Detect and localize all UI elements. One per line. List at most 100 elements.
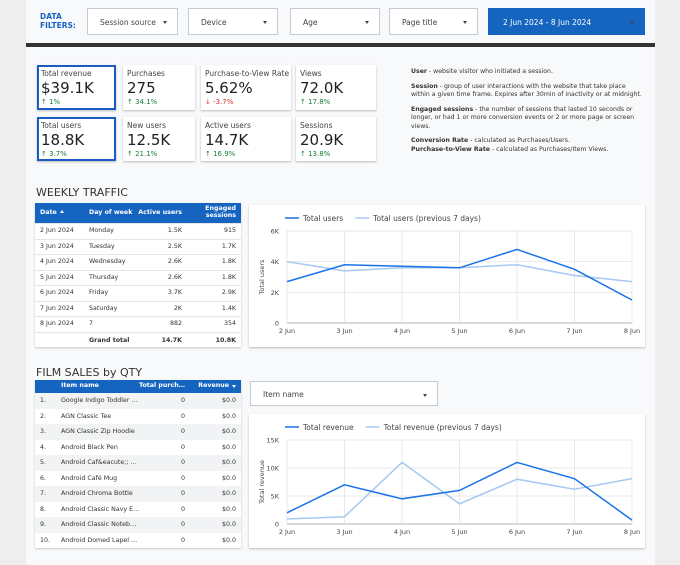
table-row: 5. Android Caf&eacute;; … 0 $0.0 [35,455,241,471]
kpi-card[interactable]: Purchases 275 ↑ 34.1% [123,65,195,110]
column-header[interactable]: Day of week [89,209,133,216]
table-cell: Thursday [89,273,119,281]
filter-dropdown[interactable]: Session source [87,8,178,35]
x-tick-label: 8 Jun [624,528,640,536]
y-tick-label: 0 [275,320,279,328]
table-cell: 2.9K [221,289,236,296]
table-row: 7. Android Chroma Bottle 0 $0.0 [35,486,241,502]
table-cell: 8 Jun 2024 [40,320,74,327]
kpi-value: 14.7K [205,131,249,149]
y-tick-label: 2K [271,289,280,297]
kpi-card[interactable]: Views 72.0K ↑ 17.8% [296,65,376,110]
table-cell: $0.0 [221,443,236,451]
kpi-card[interactable]: Total users 18.8K ↑ 3.7% [37,117,116,161]
kpi-value: 72.0K [300,79,344,97]
divider [26,43,655,47]
kpi-delta: ↓ -3.7% [205,98,234,106]
column-header[interactable]: Engaged sessions [205,205,236,219]
table-cell: AGN Classic Tee [61,412,112,420]
term: Purchase-to-View Rate [411,145,490,153]
kpi-value: 12.5K [127,131,171,149]
table-cell: Saturday [89,304,118,312]
chart-card: Total revenue Total revenue (previous 7 d… [249,414,645,548]
table-cell: 3 Jun 2024 [40,242,74,250]
table-cell: 1.4K [221,304,236,312]
table-row: 3. AGN Classic Zip Hoodie 0 $0.0 [35,424,241,440]
kpi-card[interactable]: New users 12.5K ↑ 21.1% [123,117,195,161]
y-axis-label: Total users [258,259,266,295]
total-cell: 14.7K [161,336,182,344]
kpi-value: 275 [127,79,156,97]
kpi-card[interactable]: Total revenue $39.1K ↑ 1% [37,65,116,110]
term: Session [411,82,438,90]
table-cell: 8. [40,505,47,513]
filter-dropdown[interactable]: Page title [389,8,478,35]
table-cell: 0 [180,536,185,544]
table-cell: 2. [40,412,47,420]
total-cell: 10.8K [215,336,236,344]
kpi-card[interactable]: Active users 14.7K ↑ 16.9% [201,117,291,161]
table-cell: $0.0 [221,459,236,466]
table-cell: 1.8K [221,258,236,265]
table-cell: 354 [223,320,236,327]
filter-dropdown[interactable]: Age [290,8,380,35]
chart-card: Total users Total users (previous 7 days)… [249,205,645,347]
table-cell: 9. [40,521,47,528]
table-cell: 1. [40,397,47,404]
kpi-value: 5.62% [205,79,253,97]
sort-icon [60,208,64,213]
table-cell: Wednesday [89,258,126,265]
x-tick-label: 4 Jun [394,327,410,335]
table-cell: Android Black Pen [61,443,118,451]
table-cell: 1.8K [221,273,236,281]
table-cell: 0 [180,474,185,482]
y-tick-label: 6K [271,228,280,236]
kpi-label: Views [300,69,322,78]
table-cell: $0.0 [221,521,236,528]
table-row: 6 Jun 2024 Friday 3.7K 2.9K [35,285,241,302]
table-cell: 3. [40,428,47,435]
kpi-label: Sessions [300,121,333,130]
series-line [286,461,633,520]
kpi-card[interactable]: Sessions 20.9K ↑ 13.8% [296,117,376,161]
line-chart: Total revenue Total revenue (previous 7 d… [258,423,640,536]
table-cell: Android Chroma Bottle [61,490,133,497]
table-cell: $0.0 [221,505,236,513]
table-cell: Google Indigo Toddler … [61,397,138,404]
table-cell: 10. [40,536,51,544]
item-dropdown[interactable]: Item name [250,381,438,406]
table-row: 7 Jun 2024 Saturday 2K 1.4K [35,301,241,317]
column-header[interactable]: Total purch… [138,382,185,389]
column-header[interactable]: Active users [138,209,182,216]
table-row: 1. Google Indigo Toddler … 0 $0.0 [35,393,241,409]
y-tick-label: 10K [266,465,279,473]
weekly-table: Date Day of week Active users Engaged sessi… [35,203,241,347]
term: Engaged sessions [411,105,474,113]
column-header[interactable]: Revenue [198,382,229,389]
legend-label: Total users (previous 7 days) [372,214,481,223]
definition-text: - website visitor who initiated a sessio… [426,68,553,75]
table-cell: 7 [89,320,94,327]
date-range[interactable]: 2 Jun 2024 - 8 Jun 2024 [488,8,645,35]
y-tick-label: 0 [275,521,279,529]
table-cell: 5 Jun 2024 [40,273,74,281]
filter-dropdown[interactable]: Device [188,8,278,35]
column-header[interactable]: Date [40,209,57,216]
x-tick-label: 6 Jun [509,528,525,536]
table-cell: $0.0 [221,412,236,420]
table-cell: $0.0 [221,474,236,482]
table-cell: 2K [173,304,182,312]
y-tick-label: 5K [271,493,280,501]
x-tick-label: 7 Jun [566,327,582,335]
definition: Engaged sessions - the number of session… [411,106,643,132]
table-cell: 1.7K [221,242,236,250]
series-line [286,461,633,521]
table-row: 9. Android Classic Noteb… 0 $0.0 [35,517,241,533]
x-tick-label: 8 Jun [624,327,640,335]
x-tick-label: 3 Jun [336,327,352,335]
kpi-card[interactable]: Purchase-to-View Rate 5.62% ↓ -3.7% [201,65,291,110]
x-tick-label: 4 Jun [394,528,410,536]
table-cell: $0.0 [221,536,236,544]
definition-text: - group of user interactions with the we… [411,82,642,99]
column-header[interactable]: Item name [61,382,99,389]
